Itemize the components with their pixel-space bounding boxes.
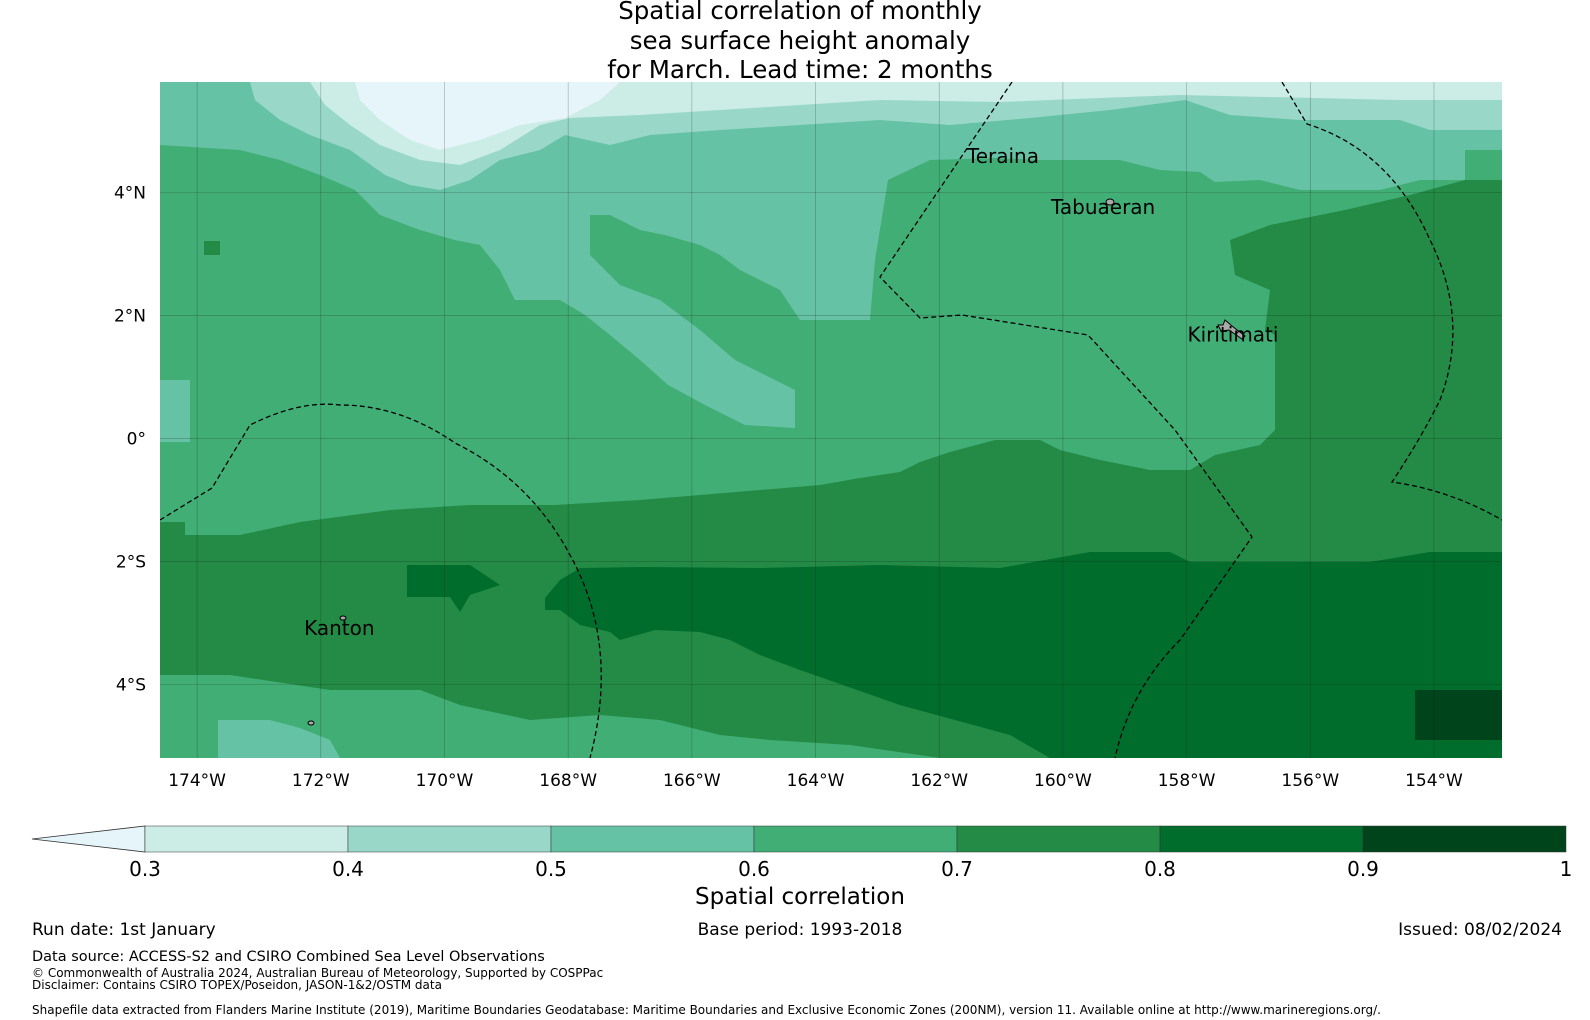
field-band-08 [407, 565, 500, 612]
colorbar-tick-label: 1 [1560, 857, 1573, 881]
lon-tick-label: 154°W [1405, 771, 1463, 791]
lon-tick-label: 170°W [416, 771, 474, 791]
lon-tick-label: 162°W [910, 771, 968, 791]
lon-tick-label: 160°W [1034, 771, 1092, 791]
colorbar-segment [1159, 825, 1364, 853]
colorbar-tick-label: 0.8 [1144, 857, 1176, 881]
field-band-02 [355, 82, 620, 150]
eez-boundary-line-islands-east [1281, 82, 1502, 521]
lon-tick-label: 166°W [663, 771, 721, 791]
island-small [307, 720, 315, 726]
field-band-05 [160, 380, 190, 442]
island-tabuaeran [1105, 198, 1115, 206]
gridlines [160, 82, 1502, 758]
disclaimer: Disclaimer: Contains CSIRO TOPEX/Poseido… [32, 978, 442, 992]
place-label: Tabuaeran [1050, 195, 1155, 219]
chart-title: Spatial correlation of monthly sea surfa… [0, 0, 1590, 85]
issued-date: Issued: 08/02/2024 [1398, 920, 1562, 940]
place-labels: Teraina Tabuaeran Kiritimati Kanton [304, 144, 1278, 640]
map-panel [160, 82, 1502, 758]
island-kanton [339, 615, 347, 621]
colorbar-tick-label: 0.4 [332, 857, 364, 881]
colorbar-tick-label: 0.5 [535, 857, 567, 881]
run-date: Run date: 1st January [32, 920, 216, 940]
colorbar-tick-label: 0.6 [738, 857, 770, 881]
title-line-3: for March. Lead time: 2 months [607, 55, 993, 84]
lon-tick-label: 174°W [168, 771, 226, 791]
base-period: Base period: 1993-2018 [697, 920, 903, 940]
axis-ticks: 174°W 172°W 170°W 168°W 166°W 164°W 162°W 160°W… [114, 184, 1463, 791]
island-kiritimati [1217, 319, 1246, 340]
lat-tick-label: 2°N [114, 307, 146, 327]
colorbar: 0.3 0.4 0.5 0.6 0.7 0.8 0.9 1 [31, 825, 1573, 881]
lat-tick-label: 2°S [116, 552, 146, 572]
eez-boundaries [160, 82, 1502, 758]
lon-tick-label: 156°W [1281, 771, 1339, 791]
colorbar-segment [347, 825, 552, 853]
field-band-09 [1415, 690, 1502, 740]
colorbar-tick-label: 0.3 [129, 857, 161, 881]
copyright: © Commonwealth of Australia 2024, Austra… [32, 966, 604, 980]
colorbar-segment [753, 825, 958, 853]
eez-boundary-kanton [160, 403, 602, 758]
field-band-05 [160, 82, 1502, 428]
lon-tick-label: 164°W [787, 771, 845, 791]
title-line-2: sea surface height anomaly [629, 25, 971, 55]
lon-tick-label: 168°W [539, 771, 597, 791]
eez-boundary-line-islands-west [879, 82, 1253, 758]
field-cell [204, 241, 220, 255]
lat-tick-label: 0° [127, 429, 146, 449]
colorbar-label: Spatial correlation [695, 884, 905, 910]
field-band-06 [160, 675, 940, 758]
colorbar-segment [956, 825, 1161, 853]
lon-tick-label: 158°W [1158, 771, 1216, 791]
title-line-1: Spatial correlation of monthly [618, 0, 982, 25]
colorbar-extend-arrow [31, 825, 146, 853]
field-band-03 [310, 82, 1502, 165]
data-source: Data source: ACCESS-S2 and CSIRO Combine… [32, 949, 545, 965]
lat-tick-label: 4°S [116, 675, 146, 695]
lat-tick-label: 4°N [114, 184, 146, 204]
place-label: Kanton [304, 616, 374, 640]
colorbar-tick-label: 0.7 [941, 857, 973, 881]
place-label: Teraina [966, 144, 1039, 168]
colorbar-segment [1362, 825, 1567, 853]
place-label: Kiritimati [1187, 322, 1278, 346]
lon-tick-label: 172°W [292, 771, 350, 791]
colorbar-segment [144, 825, 349, 853]
colorbar-segment [550, 825, 755, 853]
field-band-08 [545, 552, 1502, 758]
islands [307, 198, 1246, 726]
colorbar-tick-label: 0.9 [1347, 857, 1379, 881]
field-band-05 [218, 720, 340, 758]
shapefile-credit: Shapefile data extracted from Flanders M… [32, 1003, 1381, 1017]
